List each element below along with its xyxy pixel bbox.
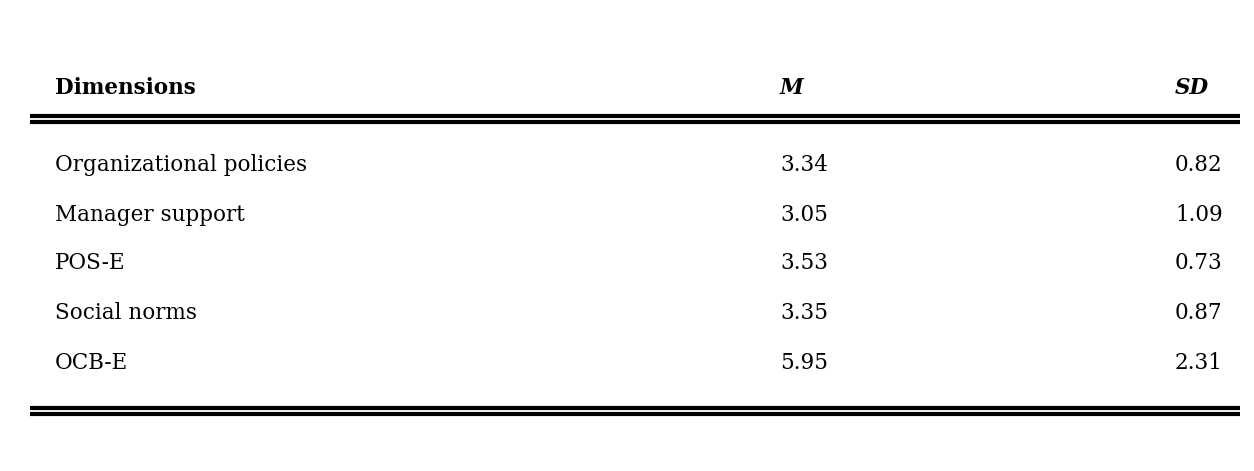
Text: Manager support: Manager support: [55, 204, 245, 226]
Text: 0.87: 0.87: [1175, 302, 1223, 324]
Text: POS-E: POS-E: [55, 252, 125, 274]
Text: Dimensions: Dimensions: [55, 77, 196, 99]
Text: M: M: [780, 77, 804, 99]
Text: 3.34: 3.34: [780, 154, 828, 176]
Text: 3.05: 3.05: [780, 204, 828, 226]
Text: 3.35: 3.35: [780, 302, 828, 324]
Text: Social norms: Social norms: [55, 302, 197, 324]
Text: 0.82: 0.82: [1175, 154, 1223, 176]
Text: 1.09: 1.09: [1175, 204, 1223, 226]
Text: Organizational policies: Organizational policies: [55, 154, 307, 176]
Text: SD: SD: [1175, 77, 1209, 99]
Text: 3.53: 3.53: [780, 252, 828, 274]
Text: 0.73: 0.73: [1175, 252, 1223, 274]
Text: 2.31: 2.31: [1175, 352, 1223, 374]
Text: OCB-E: OCB-E: [55, 352, 128, 374]
Text: 5.95: 5.95: [780, 352, 828, 374]
